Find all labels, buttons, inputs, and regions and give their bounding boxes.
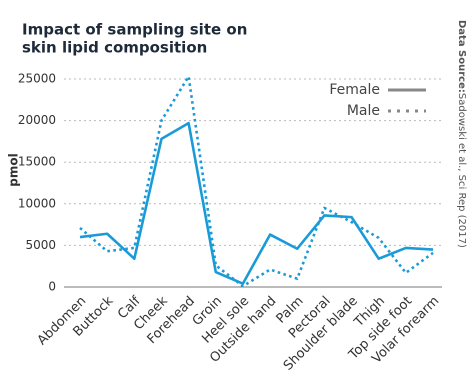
y-tick-label: 10000 — [18, 196, 56, 210]
y-tick-label: 5000 — [25, 238, 56, 252]
y-tick-label: 20000 — [18, 113, 56, 127]
legend-label: Male — [347, 103, 380, 119]
legend-label: Female — [329, 82, 380, 98]
source-text: Sadowski et al., Sci Rep (2017) — [456, 93, 467, 248]
chart-title: Impact of sampling site on — [22, 21, 247, 39]
y-tick-label: 0 — [48, 280, 56, 294]
chart-title: skin lipid composition — [22, 39, 207, 57]
series-line — [79, 75, 434, 288]
series-line — [79, 121, 434, 285]
y-axis-label: pmol — [7, 153, 21, 186]
source: Data Source:Sadowski et al., Sci Rep (20… — [456, 20, 467, 248]
y-tick-label: 25000 — [18, 72, 56, 86]
y-tick-label: 15000 — [18, 155, 56, 169]
source-label: Data Source: — [456, 20, 467, 93]
